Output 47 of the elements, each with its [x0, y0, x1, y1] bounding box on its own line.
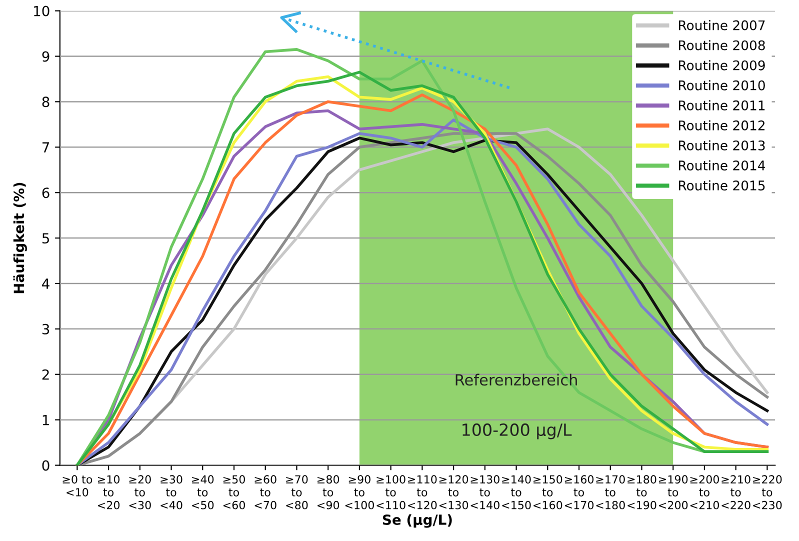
x-tick-label: ≥190 to <200	[659, 475, 688, 510]
legend-label: Routine 2010	[678, 80, 765, 90]
x-tick-label: ≥130 to <140	[470, 475, 500, 510]
legend-label: Routine 2015	[678, 180, 765, 190]
x-tick-label: ≥40 to <50	[192, 475, 214, 510]
x-tick-label: ≥90 to <100	[345, 475, 374, 510]
x-tick-label: ≥0 to <10	[62, 475, 92, 496]
x-tick-label: ≥120 to <130	[439, 475, 468, 510]
x-axis-title: Se (µg/L)	[382, 514, 452, 528]
y-tick-label: 10	[34, 6, 50, 16]
y-tick-label: 0	[42, 460, 50, 471]
legend-label: Routine 2007	[678, 20, 765, 30]
x-tick-label: ≥100 to <110	[376, 475, 406, 510]
legend-label: Routine 2009	[678, 60, 765, 70]
y-tick-label: 3	[42, 324, 50, 334]
band-label: Referenzbereich	[456, 374, 577, 386]
x-tick-label: ≥80 to <90	[318, 475, 340, 510]
y-tick-label: 8	[42, 96, 50, 108]
y-tick-label: 9	[42, 51, 50, 62]
x-tick-label: ≥210 to <220	[722, 475, 750, 510]
x-tick-label: ≥200 to <210	[690, 475, 719, 510]
legend-label: Routine 2014	[678, 160, 766, 170]
y-tick-label: 1	[42, 414, 49, 426]
y-tick-label: 6	[42, 188, 50, 198]
x-tick-label: ≥220 to <230	[753, 475, 782, 510]
y-tick-label: 7	[42, 142, 50, 152]
y-tick-label: 4	[42, 278, 50, 289]
legend-label: Routine 2012	[678, 120, 764, 130]
x-tick-label: ≥50 to <60	[223, 475, 245, 510]
x-tick-label: ≥160 to <170	[564, 475, 594, 510]
y-tick-label: 2	[42, 369, 49, 380]
x-tick-label: ≥20 to <30	[129, 475, 151, 510]
y-axis-title: Häufigkeit (%)	[13, 182, 27, 294]
legend-label: Routine 2008	[678, 40, 765, 50]
x-tick-label: ≥170 to <180	[596, 475, 625, 510]
x-tick-label: ≥110 to <120	[408, 475, 437, 510]
legend-label: Routine 2011	[678, 100, 765, 110]
x-tick-label: ≥150 to <160	[534, 475, 562, 510]
x-tick-label: ≥180 to <190	[628, 475, 656, 510]
y-tick-label: 5	[42, 233, 49, 244]
legend-label: Routine 2013	[678, 140, 765, 150]
x-tick-label: ≥140 to <150	[502, 475, 531, 510]
annotation: 100-200 µg/L	[462, 423, 572, 440]
x-tick-label: ≥30 to <40	[160, 475, 182, 510]
x-tick-label: ≥10 to <20	[98, 475, 120, 510]
x-tick-label: ≥60 to <70	[254, 475, 276, 510]
x-tick-label: ≥70 to <80	[286, 475, 308, 510]
